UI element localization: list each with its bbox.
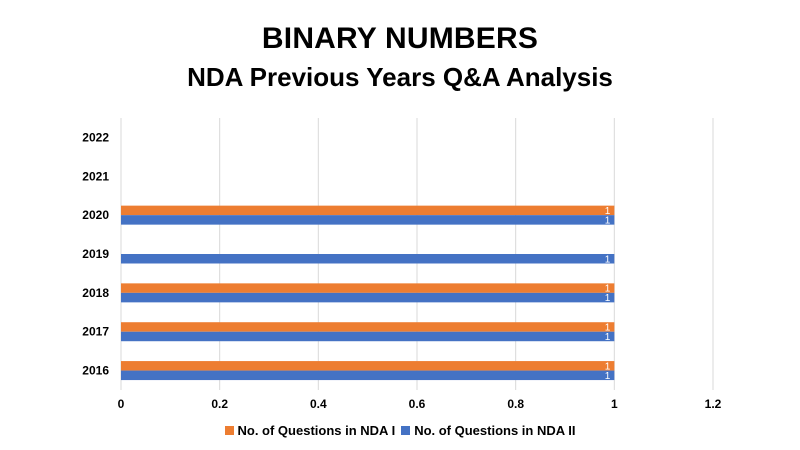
x-tick-label: 1.2 xyxy=(705,397,722,411)
x-tick-label: 0.6 xyxy=(409,397,426,411)
x-tick-label: 0.8 xyxy=(507,397,524,411)
bar xyxy=(121,370,615,381)
y-tick-label: 2018 xyxy=(82,286,109,300)
y-tick-label: 2016 xyxy=(82,364,109,378)
x-tick-label: 0 xyxy=(118,397,125,411)
bar xyxy=(121,292,615,303)
legend-label-nda2: No. of Questions in NDA II xyxy=(414,423,576,438)
y-tick-label: 2019 xyxy=(82,247,109,261)
legend-label-nda1: No. of Questions in NDA I xyxy=(237,423,396,438)
bar xyxy=(121,322,615,332)
data-label: 1 xyxy=(605,293,611,304)
bar xyxy=(121,283,615,293)
legend-swatch-nda2 xyxy=(401,426,411,435)
y-tick-label: 2022 xyxy=(82,130,109,144)
bar xyxy=(121,361,615,371)
y-tick-label: 2021 xyxy=(82,169,109,183)
x-tick-label: 0.2 xyxy=(211,397,228,411)
legend-item-nda2: No. of Questions in NDA II xyxy=(401,423,575,438)
data-label: 1 xyxy=(605,332,611,343)
bar xyxy=(121,205,615,216)
chart-title: BINARY NUMBERS xyxy=(261,22,539,55)
data-label: 1 xyxy=(605,206,611,217)
data-label: 1 xyxy=(605,284,611,295)
bar xyxy=(121,254,615,264)
legend: No. of Questions in NDA I No. of Questio… xyxy=(0,423,800,438)
data-label: 1 xyxy=(605,322,611,333)
data-label: 1 xyxy=(605,215,611,226)
chart-subtitle: NDA Previous Years Q&A Analysis xyxy=(187,62,613,92)
data-label: 1 xyxy=(605,371,611,382)
data-label: 1 xyxy=(605,361,611,372)
y-tick-label: 2020 xyxy=(82,208,109,222)
bar xyxy=(121,215,615,225)
data-label: 1 xyxy=(605,254,611,265)
x-tick-label: 1 xyxy=(611,397,618,411)
x-tick-label: 0.4 xyxy=(310,397,327,411)
y-tick-label: 2017 xyxy=(82,325,109,339)
bar xyxy=(121,331,615,342)
legend-item-nda1: No. of Questions in NDA I xyxy=(224,423,396,438)
legend-swatch-nda1 xyxy=(224,426,234,435)
